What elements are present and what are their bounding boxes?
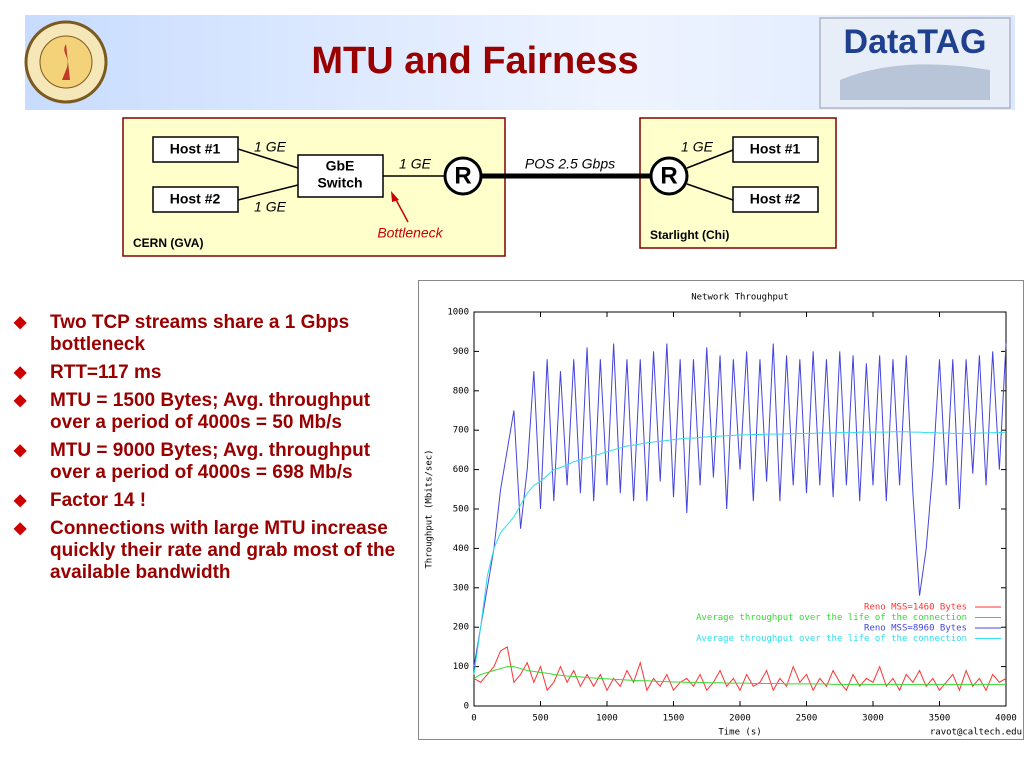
host-box — [152, 186, 239, 213]
host-label: Host #2 — [750, 191, 801, 207]
y-tick-label: 400 — [453, 544, 469, 554]
link — [686, 183, 734, 201]
y-tick-label: 500 — [453, 505, 469, 515]
router — [649, 156, 689, 196]
chart-title: Network Throughput — [691, 293, 789, 303]
legend-label: Average throughput over the life of the … — [696, 634, 967, 644]
series-line — [473, 666, 1006, 685]
switch-box — [297, 154, 384, 198]
site-label: Starlight (Chi) — [650, 228, 729, 242]
router-label: R — [660, 162, 677, 189]
y-tick-label: 700 — [453, 426, 469, 436]
link-label: 1 GE — [254, 199, 287, 215]
bottleneck-label: Bottleneck — [377, 225, 443, 241]
link-label: 1 GE — [399, 156, 432, 172]
y-tick-label: 600 — [453, 465, 469, 475]
link — [237, 184, 299, 201]
switch-label: GbE — [326, 158, 355, 174]
host-box — [732, 136, 819, 163]
series-line — [473, 343, 1007, 667]
y-tick-label: 300 — [453, 583, 469, 593]
y-tick-label: 100 — [453, 662, 469, 672]
slide-title: MTU and Fairness — [311, 40, 639, 82]
link — [686, 149, 734, 169]
bullet: MTU = 9000 Bytes; Avg. throughput over a… — [14, 440, 414, 484]
wan-label: POS 2.5 Gbps — [525, 156, 615, 172]
site-label: CERN (GVA) — [133, 236, 203, 250]
legend-label: Reno MSS=8960 Bytes — [864, 624, 967, 634]
legend-label: Reno MSS=1460 Bytes — [864, 603, 967, 613]
router-label: R — [454, 162, 471, 189]
x-tick-label: 1500 — [663, 714, 685, 724]
logo-text: DataTAG — [844, 23, 987, 61]
host-label: Host #1 — [170, 141, 221, 157]
x-tick-label: 2500 — [796, 714, 818, 724]
series-line — [473, 431, 1007, 675]
y-tick-label: 900 — [453, 347, 469, 357]
series-line — [473, 646, 1007, 692]
y-tick-label: 200 — [453, 623, 469, 633]
bullet: RTT=117 ms — [14, 362, 414, 384]
y-tick-label: 800 — [453, 386, 469, 396]
y-tick-label: 0 — [464, 702, 469, 712]
legend-label: Average throughput over the life of the … — [696, 613, 967, 623]
x-tick-label: 3000 — [862, 714, 884, 724]
bullet: MTU = 1500 Bytes; Avg. throughput over a… — [14, 390, 414, 434]
router — [443, 156, 483, 196]
x-tick-label: 3500 — [929, 714, 951, 724]
bullet: Connections with large MTU increase quic… — [14, 518, 414, 584]
plot-frame — [473, 311, 1007, 707]
x-tick-label: 500 — [532, 714, 548, 724]
bullet: Two TCP streams share a 1 Gbps bottlenec… — [14, 312, 414, 356]
link-label: 1 GE — [681, 139, 714, 155]
x-tick-label: 1000 — [596, 714, 618, 724]
x-tick-label: 0 — [471, 714, 476, 724]
y-tick-label: 1000 — [447, 308, 469, 318]
host-label: Host #2 — [170, 191, 221, 207]
bullet: Factor 14 ! — [14, 490, 414, 512]
link-label: 1 GE — [254, 139, 287, 155]
host-box — [152, 136, 239, 163]
x-tick-label: 4000 — [995, 714, 1017, 724]
x-axis-label: Time (s) — [718, 728, 761, 738]
host-label: Host #1 — [750, 141, 801, 157]
link — [237, 148, 299, 169]
host-box — [732, 186, 819, 213]
seal-torch — [62, 44, 70, 80]
logo-map — [840, 64, 990, 100]
y-axis-label: Throughput (Mbits/sec) — [425, 449, 435, 568]
chart-footer: ravot@caltech.edu — [930, 728, 1022, 738]
seal-inner — [39, 35, 93, 89]
logos: DataTAG — [24, 17, 1011, 109]
bullet-list: Two TCP streams share a 1 Gbps bottlenec… — [14, 312, 414, 590]
switch-label: Switch — [317, 175, 362, 191]
x-tick-label: 2000 — [729, 714, 751, 724]
arrow-head — [391, 191, 399, 202]
chart: Network Throughput Time (s) Throughput (Mb… — [418, 280, 1024, 740]
